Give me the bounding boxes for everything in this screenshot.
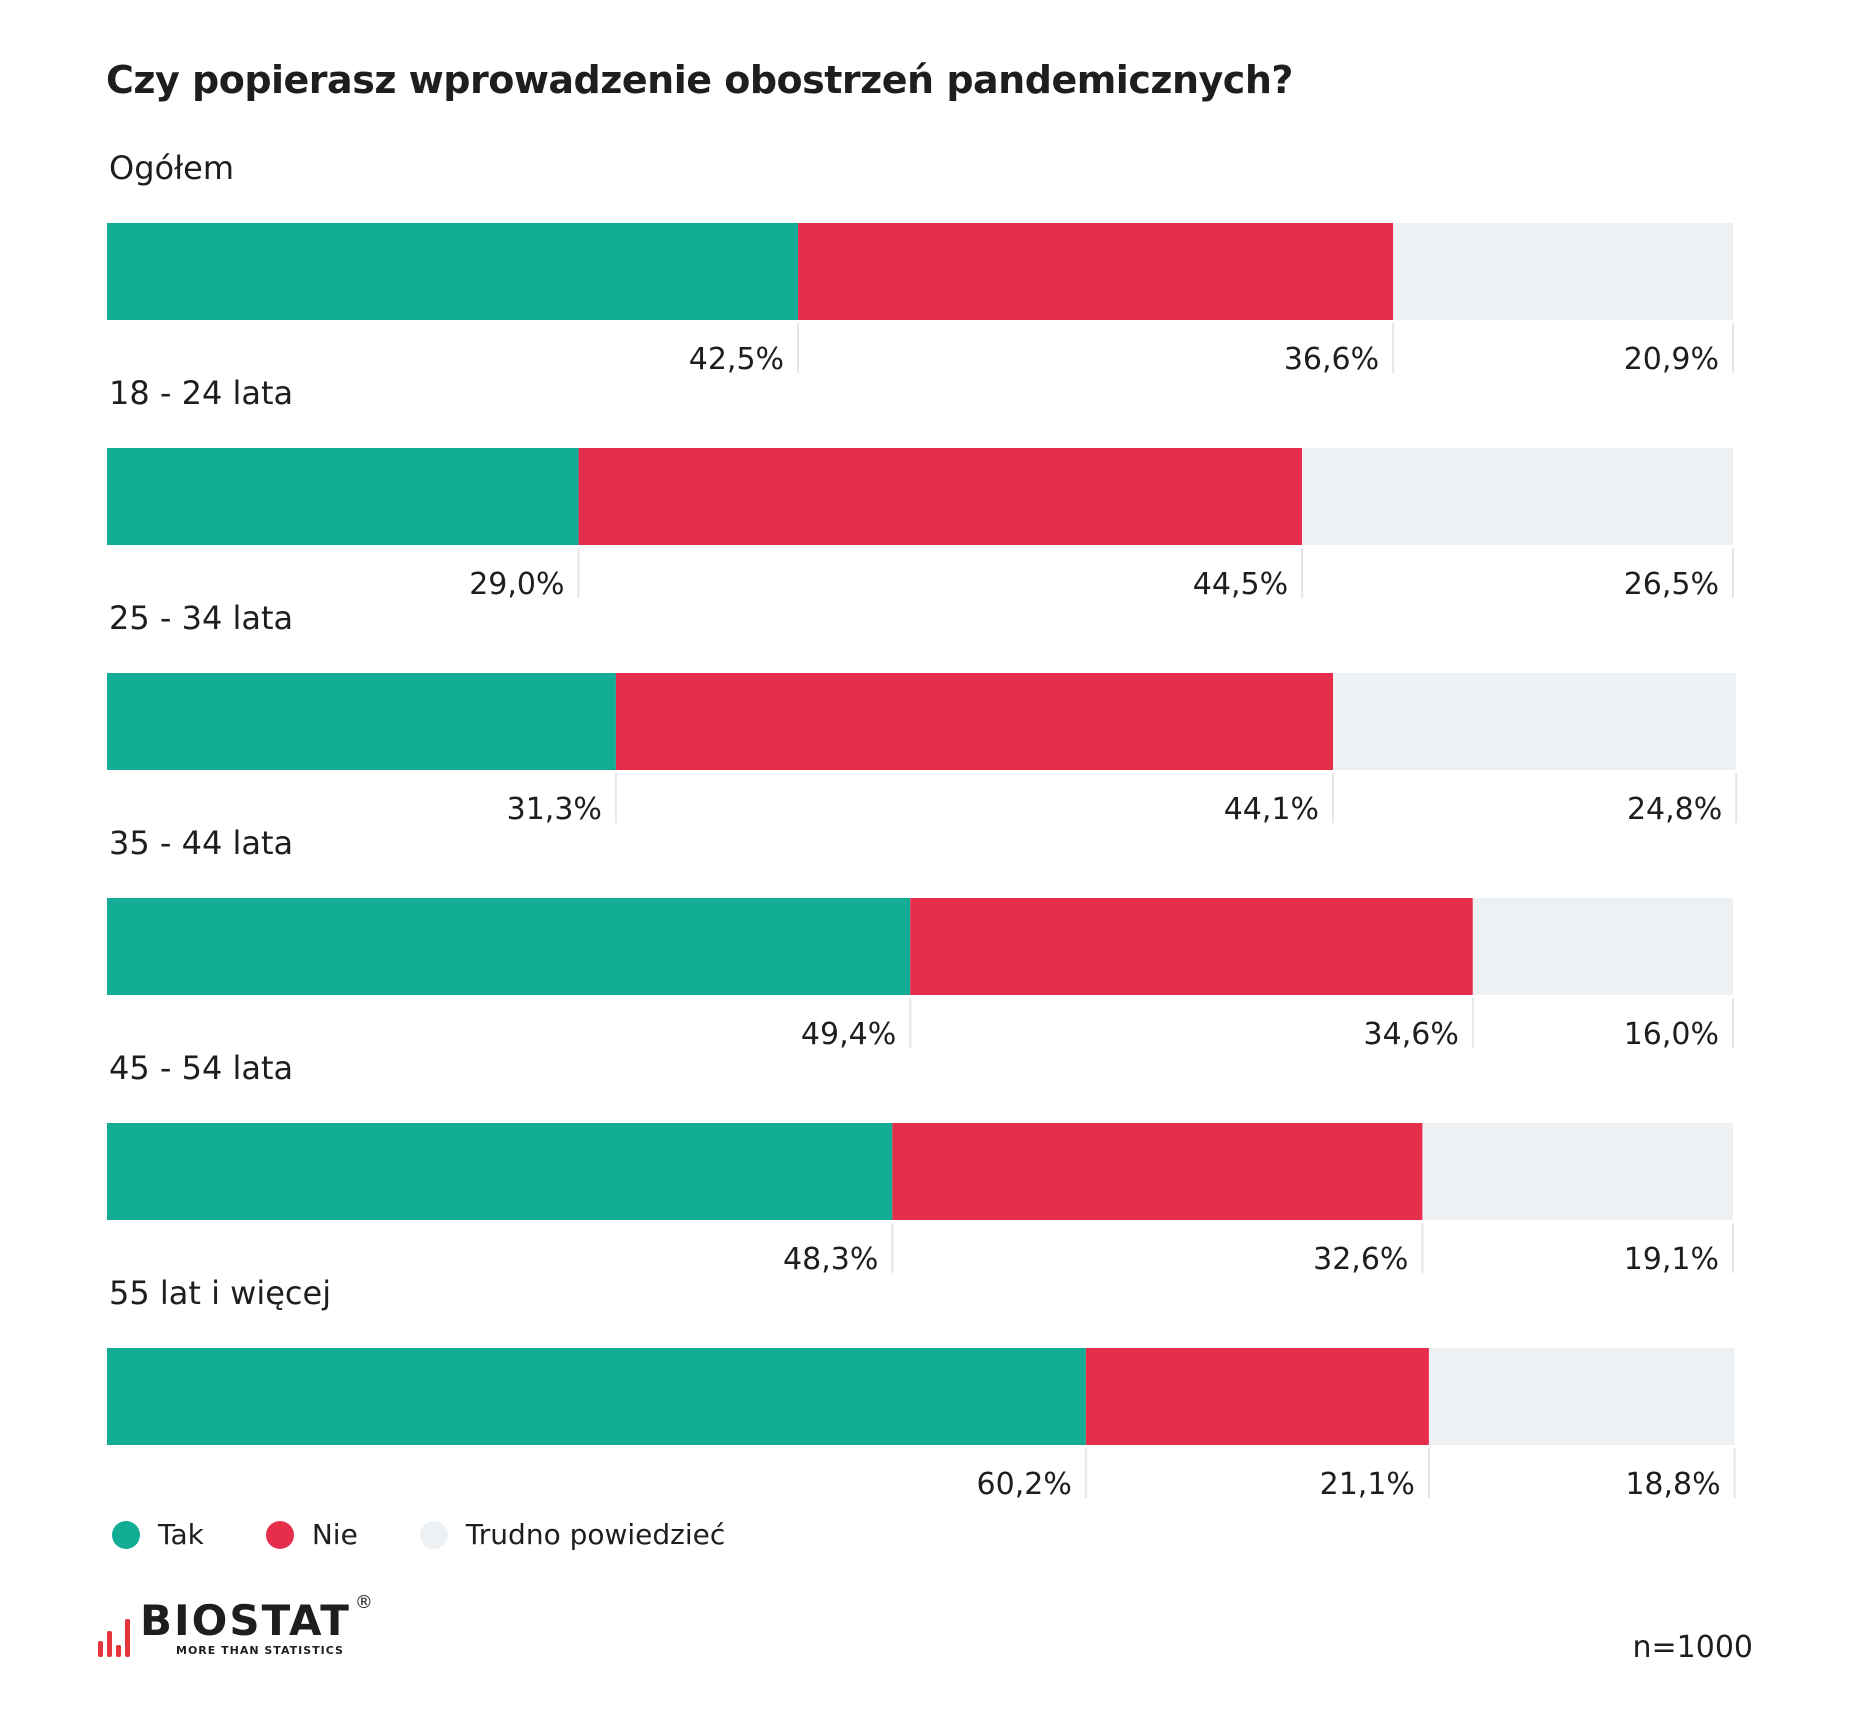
bar-segment-cat4-s2 bbox=[1422, 1123, 1733, 1220]
data-label-cat1-s0: 29,0% bbox=[469, 567, 564, 602]
legend-item-nie: Nie bbox=[265, 1518, 358, 1551]
data-label-cat3-s1: 34,6% bbox=[1364, 1017, 1459, 1052]
bar-segment-cat1-s0 bbox=[107, 448, 579, 545]
sample-size: n=1000 bbox=[1632, 1630, 1754, 1665]
category-label-cat4: 45 - 54 lata bbox=[109, 1049, 293, 1087]
bar-segment-cat0-s0 bbox=[107, 223, 799, 320]
bar-segment-cat2-s2 bbox=[1333, 673, 1737, 770]
bar-segment-cat0-s2 bbox=[1393, 223, 1733, 320]
legend-item-trudno: Trudno powiedzieć bbox=[419, 1518, 726, 1551]
legend-item-tak: Tak bbox=[112, 1518, 204, 1551]
chart-legend: Tak Nie Trudno powiedzieć bbox=[112, 1518, 787, 1551]
data-label-cat0-s0: 42,5% bbox=[689, 342, 784, 377]
stacked-bar-chart: Ogółem 42,5% 36,6% 20,9% 18 - 24 lata 29,0% 44… bbox=[107, 149, 1738, 1502]
logo-tagline: MORE THAN STATISTICS bbox=[176, 1644, 344, 1657]
data-label-cat0-s2: 20,9% bbox=[1624, 342, 1719, 377]
bar-segment-cat2-s0 bbox=[107, 673, 616, 770]
bar-segment-cat4-s1 bbox=[892, 1123, 1423, 1220]
data-label-cat4-s1: 32,6% bbox=[1313, 1242, 1408, 1277]
data-label-cat2-s1: 44,1% bbox=[1224, 792, 1319, 827]
bar-segment-cat1-s2 bbox=[1302, 448, 1733, 545]
data-label-cat0-s1: 36,6% bbox=[1284, 342, 1379, 377]
legend-swatch-tak bbox=[112, 1520, 140, 1549]
bar-segment-cat2-s1 bbox=[615, 673, 1334, 770]
bar-segment-cat3-s0 bbox=[107, 898, 911, 995]
data-label-cat5-s1: 21,1% bbox=[1320, 1467, 1415, 1502]
data-label-cat5-s0: 60,2% bbox=[977, 1467, 1072, 1502]
category-label-cat5: 55 lat i więcej bbox=[109, 1274, 331, 1312]
bar-segment-cat4-s0 bbox=[107, 1123, 893, 1220]
data-label-cat1-s1: 44,5% bbox=[1193, 567, 1288, 602]
bar-segment-cat1-s1 bbox=[578, 448, 1303, 545]
category-label-cat2: 25 - 34 lata bbox=[109, 599, 293, 637]
category-label-cat1: 18 - 24 lata bbox=[109, 374, 293, 412]
chart-title: Czy popierasz wprowadzenie obostrzeń pan… bbox=[106, 58, 1293, 102]
bar-segment-cat0-s1 bbox=[798, 223, 1394, 320]
bar-segment-cat3-s2 bbox=[1472, 898, 1733, 995]
data-label-cat3-s0: 49,4% bbox=[801, 1017, 896, 1052]
bar-segment-cat5-s1 bbox=[1085, 1348, 1429, 1445]
data-label-cat5-s2: 18,8% bbox=[1625, 1467, 1720, 1502]
bar-segment-cat5-s2 bbox=[1428, 1348, 1735, 1445]
logo-registered-mark: ® bbox=[354, 1592, 373, 1613]
legend-swatch-nie bbox=[265, 1520, 294, 1549]
legend-swatch-trudno bbox=[419, 1520, 448, 1549]
data-label-cat2-s2: 24,8% bbox=[1627, 792, 1722, 827]
data-label-cat4-s0: 48,3% bbox=[783, 1242, 878, 1277]
data-label-cat2-s0: 31,3% bbox=[507, 792, 602, 827]
legend-label-nie: Nie bbox=[311, 1518, 358, 1551]
logo-bars-icon bbox=[98, 1613, 130, 1657]
category-label-cat3: 35 - 44 lata bbox=[109, 824, 293, 862]
logo-name: BIOSTAT bbox=[140, 1596, 351, 1645]
bar-segment-cat5-s0 bbox=[107, 1348, 1086, 1445]
category-label-cat0: Ogółem bbox=[109, 149, 234, 187]
legend-label-trudno: Trudno powiedzieć bbox=[465, 1518, 726, 1551]
legend-label-tak: Tak bbox=[158, 1518, 204, 1551]
data-label-cat1-s2: 26,5% bbox=[1624, 567, 1719, 602]
data-label-cat3-s2: 16,0% bbox=[1624, 1017, 1719, 1052]
bar-segment-cat3-s1 bbox=[910, 898, 1473, 995]
biostat-logo: BIOSTAT MORE THAN STATISTICS ® bbox=[98, 1592, 373, 1657]
data-label-cat4-s2: 19,1% bbox=[1624, 1242, 1719, 1277]
